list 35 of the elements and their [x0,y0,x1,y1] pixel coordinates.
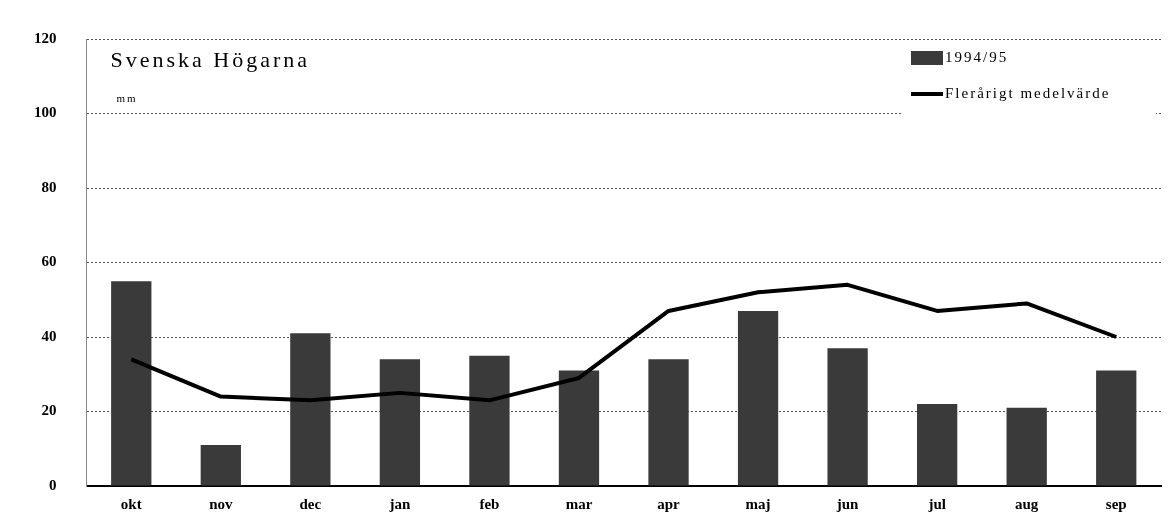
x-tick-label: sep [1105,495,1127,512]
x-tick-label: okt [120,495,142,512]
bar [737,310,779,486]
bar [200,445,241,486]
x-tick-label: jul [927,495,946,512]
x-tick-label: dec [299,495,322,512]
x-tick-label: apr [657,495,681,512]
bar [290,333,331,486]
y-axis-title: mm [116,91,138,104]
x-tick-label: jan [388,495,411,512]
x-tick-label: jun [835,495,860,512]
legend-label: 1994/95 [945,48,1009,65]
y-tick-label: 40 [41,327,57,344]
y-tick-label: 100 [34,104,57,121]
y-tick-label: 120 [34,29,57,46]
bar [379,359,421,486]
x-tick-label: nov [209,495,233,512]
bar [558,370,600,486]
x-tick-label: maj [745,495,771,512]
bar [648,359,689,486]
x-tick-label: feb [479,495,500,512]
bar [1096,370,1137,486]
bar [827,348,868,486]
y-tick-label: 80 [41,178,57,195]
y-tick-label: 0 [49,476,57,493]
bar [469,355,510,486]
bar [111,281,152,486]
y-tick-label: 60 [41,253,57,270]
y-tick-label: 20 [41,402,57,419]
x-tick-label: mar [565,495,593,512]
chart-title: Svenska Högarna [110,46,311,72]
legend-label: Flerårigt medelvärde [945,84,1111,101]
bar [1006,407,1047,486]
bar [917,404,958,486]
x-tick-label: aug [1015,495,1039,512]
